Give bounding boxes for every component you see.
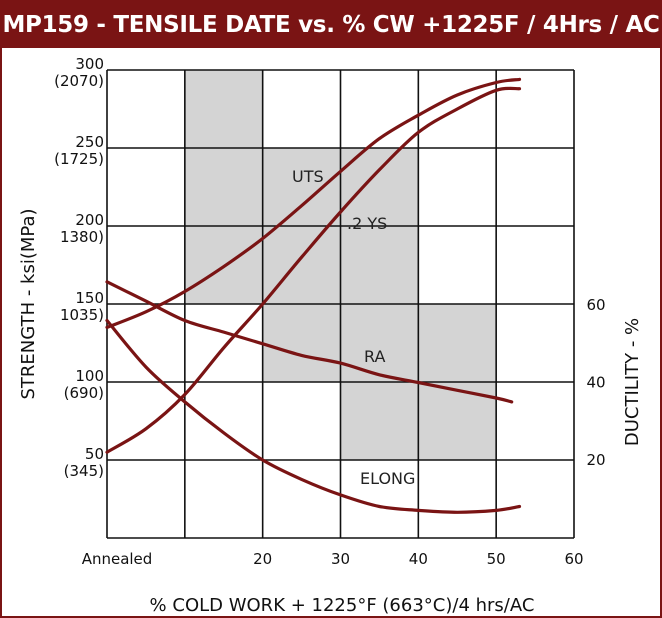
y-left-tick-sublabel: 1035): [60, 306, 104, 324]
series-label-ys: .2 YS: [347, 214, 387, 233]
x-axis-title: % COLD WORK + 1225°F (663°C)/4 hrs/AC: [150, 595, 535, 616]
y-left-tick-label: 250: [75, 133, 104, 151]
series-line-elong: [105, 318, 522, 514]
y-left-tick-label: 300: [75, 55, 104, 73]
y-left-tick-sublabel: (345): [64, 462, 104, 480]
series-line-ra: [105, 280, 514, 404]
y-axis-left-title: STRENGTH - ksi(MPa): [18, 209, 39, 400]
series-label-ra: RA: [364, 347, 385, 366]
shaded-region-1: [184, 70, 263, 304]
series-label-elong: ELONG: [360, 469, 415, 488]
tick-labels: Annealed 20 30 40 50 60300(2070)250(1725)2001…: [54, 55, 605, 568]
y-axis-right-title: DUCTILITY - %: [622, 318, 643, 446]
y-left-tick-sublabel: 1380): [60, 228, 104, 246]
chart-title: MP159 - TENSILE DATE vs. % CW +1225F / 4…: [2, 2, 660, 48]
series-label-uts: UTS: [292, 167, 324, 186]
y-right-tick-label: 60: [586, 296, 605, 314]
x-tick-label: 60: [564, 550, 583, 568]
shaded-region-2: [262, 148, 341, 382]
y-left-tick-label: 100: [75, 367, 104, 385]
y-right-tick-label: 40: [586, 374, 605, 392]
y-left-tick-label: 50: [85, 445, 104, 463]
series-line-uts: [105, 77, 522, 329]
x-tick-label: Annealed: [82, 550, 153, 568]
x-tick-label: 50: [487, 550, 506, 568]
y-left-tick-sublabel: (1725): [54, 150, 104, 168]
y-left-tick-label: 200: [75, 211, 104, 229]
y-right-tick-label: 20: [586, 451, 605, 469]
y-left-tick-sublabel: (690): [64, 384, 104, 402]
x-tick-label: 20: [253, 550, 272, 568]
x-tick-label: 40: [409, 550, 428, 568]
y-left-tick-sublabel: (2070): [54, 72, 104, 90]
x-tick-label: 30: [331, 550, 350, 568]
series-lines: [105, 77, 522, 514]
y-left-tick-label: 150: [75, 289, 104, 307]
grid: [106, 69, 575, 539]
